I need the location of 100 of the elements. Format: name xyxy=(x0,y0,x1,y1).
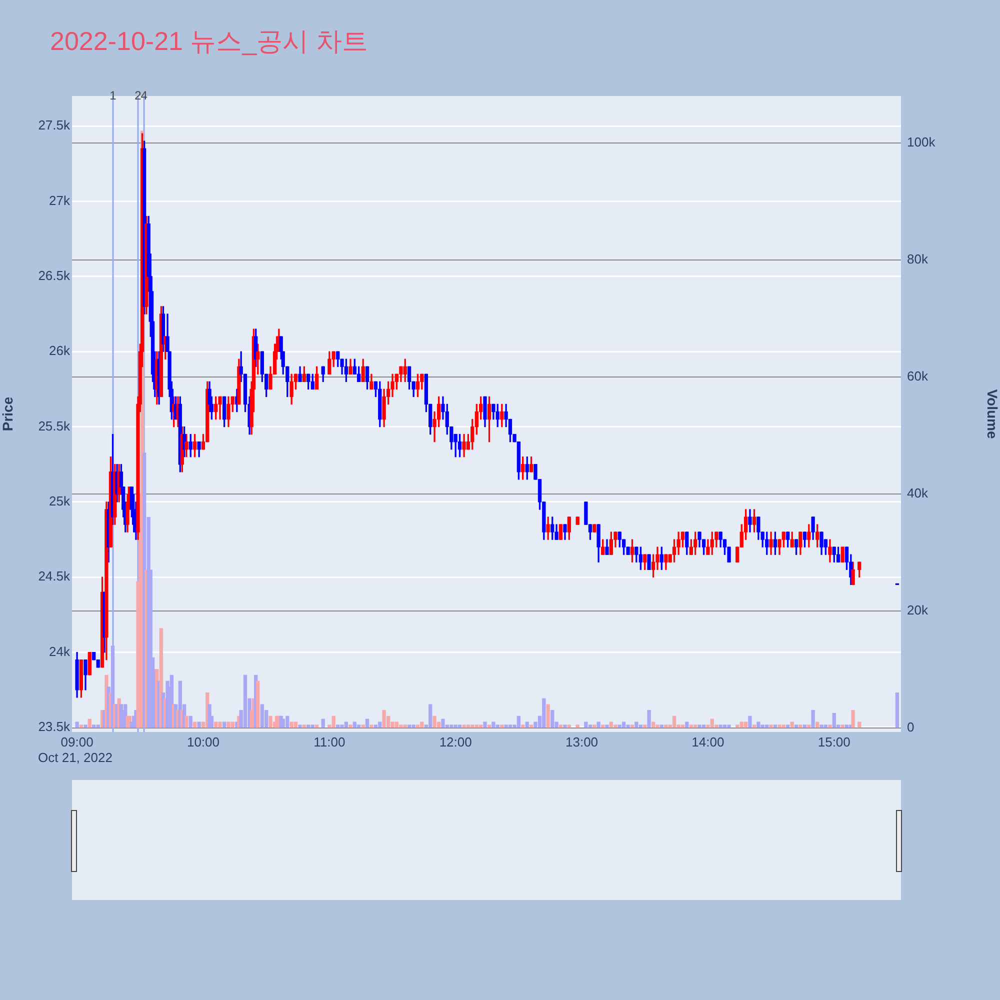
bar xyxy=(765,724,769,728)
y-tick-label: 23.5k xyxy=(38,719,70,734)
bar xyxy=(748,716,752,728)
x-tick-label: 13:00 xyxy=(565,734,598,750)
bar xyxy=(840,724,844,728)
bar xyxy=(428,704,432,728)
bar xyxy=(403,724,407,728)
bar xyxy=(710,718,714,728)
bar xyxy=(487,724,492,728)
bar xyxy=(672,716,676,728)
bar xyxy=(75,722,79,728)
bar xyxy=(702,724,706,728)
chart-title: 2022-10-21 뉴스_공시 차트 xyxy=(50,25,368,58)
x-tick-label: 11:00 xyxy=(314,734,346,750)
bar xyxy=(500,724,504,728)
bar xyxy=(844,724,849,728)
bar xyxy=(546,704,550,728)
bar xyxy=(727,724,731,728)
y-tick-label: 24k xyxy=(49,644,70,659)
bar xyxy=(260,704,264,728)
bar xyxy=(828,724,832,728)
bar xyxy=(740,722,744,728)
y2-tick-label: 40k xyxy=(907,485,928,500)
y-tick-label: 25k xyxy=(49,494,70,509)
bar xyxy=(626,724,630,728)
y2-tick-label: 20k xyxy=(907,602,928,618)
bar xyxy=(478,724,483,728)
bar xyxy=(622,722,626,728)
bar xyxy=(816,722,820,728)
bar xyxy=(576,724,580,728)
y-tick-label: 24.5k xyxy=(38,568,70,584)
bar xyxy=(782,724,786,728)
bar xyxy=(256,680,260,728)
bar xyxy=(643,724,647,728)
bar xyxy=(407,724,412,728)
y-tick-label: 27k xyxy=(49,192,70,208)
y-tick-label: 26.5k xyxy=(38,268,70,284)
bar xyxy=(651,722,656,728)
bar xyxy=(412,724,416,728)
bar xyxy=(798,724,802,728)
bar xyxy=(281,718,285,728)
bar xyxy=(92,724,96,728)
bar xyxy=(605,724,609,728)
bar xyxy=(634,722,638,728)
bar xyxy=(596,722,600,728)
bar xyxy=(294,722,298,728)
bar xyxy=(558,724,563,728)
bar xyxy=(525,722,529,728)
bar xyxy=(858,722,862,728)
y2-tick-label: 100k xyxy=(907,134,936,150)
bar xyxy=(298,724,302,728)
bar xyxy=(521,724,525,728)
bar xyxy=(450,724,454,728)
bar xyxy=(656,724,660,728)
bar xyxy=(466,724,470,728)
bar xyxy=(352,722,356,728)
bar xyxy=(504,724,508,728)
y2-axis-title: Volume xyxy=(984,389,1000,439)
bar xyxy=(243,674,248,728)
bar xyxy=(314,724,319,728)
bar xyxy=(614,724,618,728)
bar xyxy=(192,722,197,728)
x-tick-label: 15:00 xyxy=(818,734,850,750)
bar xyxy=(222,722,226,728)
bar xyxy=(516,716,521,728)
bar xyxy=(618,724,622,728)
bar xyxy=(832,712,836,728)
bar xyxy=(496,724,500,728)
bar xyxy=(807,724,811,728)
bar xyxy=(454,724,458,728)
bar xyxy=(344,722,348,728)
bar xyxy=(378,722,382,728)
bar xyxy=(441,718,445,728)
bar xyxy=(290,722,294,728)
bar xyxy=(365,718,370,728)
bar xyxy=(685,722,689,728)
bar xyxy=(647,710,651,728)
bar xyxy=(769,724,773,728)
bar xyxy=(470,724,474,728)
bar xyxy=(820,724,824,728)
bar xyxy=(188,716,192,728)
bar xyxy=(321,718,325,728)
bar xyxy=(218,722,222,728)
bar xyxy=(458,724,462,728)
y-tick-label: 25.5k xyxy=(38,418,70,434)
bar xyxy=(96,724,100,728)
bar xyxy=(268,716,272,728)
bar xyxy=(689,724,693,728)
bar xyxy=(88,718,92,728)
bar xyxy=(773,724,778,728)
bar xyxy=(432,716,436,728)
x-tick-label: 09:00 xyxy=(60,734,94,750)
bar xyxy=(508,724,512,728)
bar xyxy=(336,724,340,728)
bar xyxy=(718,724,722,728)
bar xyxy=(483,722,487,728)
bar xyxy=(374,724,378,728)
bar xyxy=(664,724,668,728)
bar xyxy=(752,724,756,728)
bar xyxy=(197,722,201,728)
